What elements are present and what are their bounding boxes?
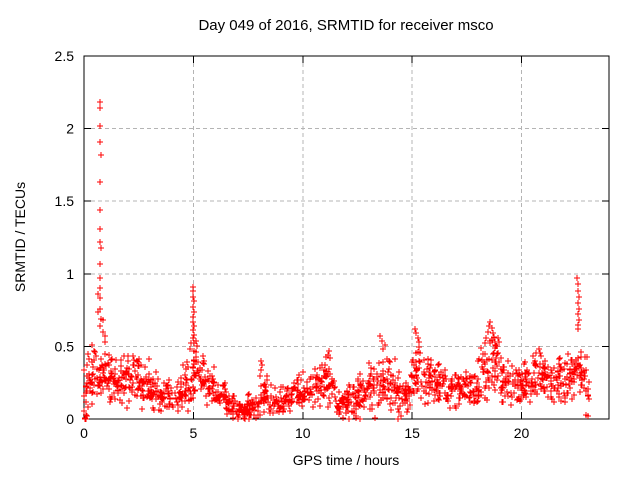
x-tick-label: 0 <box>80 425 88 441</box>
x-tick-labels: 0 5 10 15 20 <box>80 425 529 441</box>
x-tick-label: 10 <box>295 425 311 441</box>
chart-title: Day 049 of 2016, SRMTID for receiver msc… <box>198 17 493 34</box>
x-tick-label: 15 <box>404 425 420 441</box>
y-tick-label: 1.5 <box>55 193 75 209</box>
y-tick-label: 1 <box>66 266 74 282</box>
gridlines <box>84 56 609 419</box>
y-tick-label: 2 <box>66 121 74 137</box>
y-tick-label: 2.5 <box>55 48 75 64</box>
x-axis-label: GPS time / hours <box>293 452 400 468</box>
data-points <box>81 99 592 422</box>
tick-marks <box>83 55 609 420</box>
y-tick-label: 0 <box>66 411 74 427</box>
y-axis-label: SRMTID / TECUs <box>12 182 28 292</box>
x-tick-label: 20 <box>514 425 530 441</box>
scatter-points-path <box>81 99 592 422</box>
y-tick-labels: 0 0.5 1 1.5 2 2.5 <box>55 48 75 427</box>
y-tick-label: 0.5 <box>55 338 75 354</box>
x-tick-label: 5 <box>189 425 197 441</box>
